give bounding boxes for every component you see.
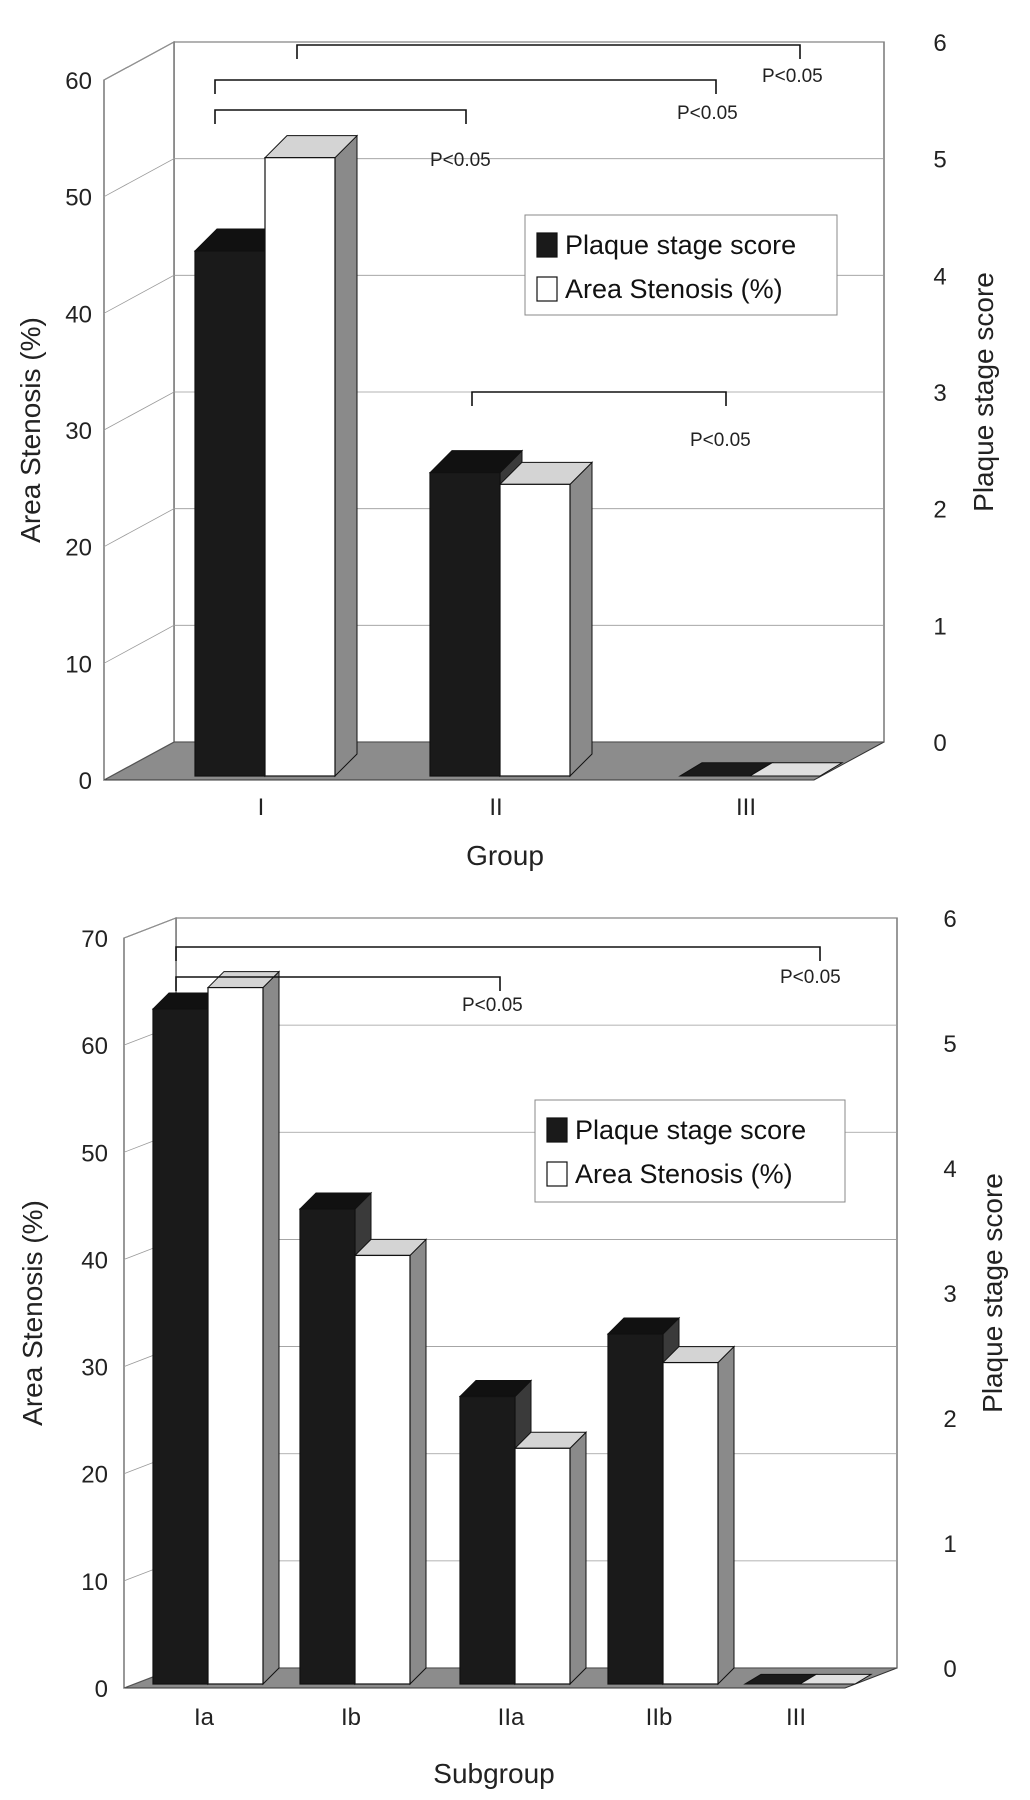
chart-2-legend-label: Plaque stage score	[575, 1115, 806, 1145]
chart-1-x-tick-label: I	[258, 794, 265, 821]
chart-2-y-tick-label: 40	[81, 1247, 108, 1274]
chart-2-x-tick-label: IIa	[498, 1704, 525, 1731]
chart-1-y2-tick-label: 5	[933, 147, 946, 174]
chart-2-y2-tick-label: 2	[943, 1406, 956, 1433]
chart-1-legend-label: Area Stenosis (%)	[565, 274, 783, 304]
chart-2-significance-bracket	[175, 976, 501, 991]
chart-1-y2-tick-label: 4	[933, 263, 946, 290]
chart-1-significance-bracket	[214, 79, 717, 94]
chart-2-legend-swatch	[546, 1117, 568, 1143]
chart-1-y-tick-label: 40	[65, 301, 92, 328]
chart-2-bar-area-stenosis-side	[569, 1431, 587, 1686]
chart-1-bar-area-stenosis	[263, 134, 359, 778]
chart-2-x-tick-label: IIb	[646, 1704, 673, 1731]
chart-1-legend-label: Plaque stage score	[565, 230, 796, 260]
chart-1-bar-plaque-stage-score-front	[429, 472, 501, 777]
chart-1-p-value-label: P<0.05	[430, 150, 491, 171]
chart-1-p-value-label: P<0.05	[677, 103, 738, 124]
chart-2-bar-plaque-stage-score-front	[152, 1008, 209, 1685]
chart-1-y-tick-label: 20	[65, 535, 92, 562]
chart-2-p-value-label: P<0.05	[462, 995, 523, 1016]
chart-2-bar-area-stenosis-front	[514, 1447, 571, 1685]
chart-2-x-tick-label: Ia	[194, 1704, 215, 1731]
chart-1-y2-tick-label: 0	[933, 730, 946, 757]
chart-1-y-tick-label: 30	[65, 418, 92, 445]
chart-1-gridline	[103, 41, 884, 81]
chart-2-bar-area-stenosis	[353, 1238, 428, 1686]
chart-2-y-tick-label: 70	[81, 926, 108, 953]
chart-2-x-axis-title: Subgroup	[433, 1758, 554, 1789]
chart-1-y-axis-title: Area Stenosis (%)	[15, 317, 46, 543]
chart-1-bar-area-stenosis-front	[264, 157, 336, 777]
chart-2-y-tick-label: 10	[81, 1569, 108, 1596]
chart-2-y-tick-label: 20	[81, 1462, 108, 1489]
chart-1-bar-plaque-stage-score-front	[194, 250, 266, 777]
chart-2-y-tick-label: 50	[81, 1140, 108, 1167]
chart-1-bar-area-stenosis-side	[334, 134, 358, 778]
chart-1-y2-tick-label: 6	[933, 30, 946, 57]
chart-1-x-tick-label: II	[489, 794, 502, 821]
chart-1-legend-swatch	[536, 276, 558, 302]
chart-1-bar-area-stenosis-side	[569, 461, 593, 778]
chart-2-y-tick-label: 30	[81, 1355, 108, 1382]
chart-1-gridline	[103, 508, 884, 548]
chart-2-y2-axis-title: Plaque stage score	[977, 1173, 1008, 1413]
chart-2-significance-bracket	[175, 946, 821, 961]
chart-2-bar-area-stenosis-side	[262, 970, 280, 1686]
chart-1-y2-tick-label: 3	[933, 380, 946, 407]
chart-1-bar-area-stenosis	[498, 461, 594, 778]
chart-1-y-tick-label: 60	[65, 68, 92, 95]
chart-1-gridline	[103, 158, 884, 198]
chart-1-bar-area-stenosis	[748, 762, 844, 777]
chart-2-x-tick-label: Ib	[341, 1704, 361, 1731]
chart-2-bar-area-stenosis-front	[662, 1361, 719, 1685]
chart-2-y2-tick-label: 5	[943, 1031, 956, 1058]
chart-1-gridline	[103, 624, 884, 664]
chart-1-x-axis-title: Group	[466, 840, 544, 871]
chart-2-y-axis-title: Area Stenosis (%)	[17, 1200, 48, 1426]
chart-1-legend-swatch	[536, 232, 558, 258]
chart-1-y-tick-label: 50	[65, 185, 92, 212]
chart-2-y2-tick-label: 3	[943, 1281, 956, 1308]
chart-2-bar-area-stenosis-front	[207, 986, 264, 1685]
chart-1-legend-box	[524, 214, 838, 316]
chart-2-y-tick-label: 0	[95, 1676, 108, 1703]
chart-2-bar-area-stenosis-side	[409, 1238, 427, 1686]
chart-2-bar-area-stenosis	[513, 1431, 588, 1686]
chart-1-y-tick-label: 0	[79, 768, 92, 795]
chart-1-y-tick-label: 10	[65, 651, 92, 678]
chart-1-bar-area-stenosis-top	[748, 762, 844, 777]
chart-2-y2-tick-label: 4	[943, 1156, 956, 1183]
chart-2-bar-area-stenosis	[661, 1345, 736, 1686]
chart-2-bar-area-stenosis-top	[798, 1673, 873, 1685]
chart-2-legend-box	[534, 1099, 846, 1203]
chart-1-y2-axis-title: Plaque stage score	[968, 272, 999, 512]
chart-2-gridline	[123, 917, 897, 939]
chart-1-y2-tick-label: 2	[933, 497, 946, 524]
chart-2-bar-area-stenosis	[798, 1673, 873, 1685]
chart-2-bar-plaque-stage-score-front	[299, 1208, 356, 1685]
chart-2-x-tick-label: III	[786, 1704, 806, 1731]
chart-1-p-value-label: P<0.05	[690, 430, 751, 451]
chart-2-y2-tick-label: 6	[943, 906, 956, 933]
chart-2-bar-plaque-stage-score-front	[607, 1333, 664, 1685]
chart-1-x-tick-label: III	[736, 794, 756, 821]
chart-2-bar-area-stenosis-front	[354, 1254, 411, 1685]
chart-2-bar-area-stenosis	[206, 970, 281, 1686]
chart-1-significance-bracket	[471, 391, 727, 406]
chart-1-y2-tick-label: 1	[933, 613, 946, 640]
chart-2-p-value-label: P<0.05	[780, 967, 841, 988]
chart-2-legend-swatch	[546, 1161, 568, 1187]
chart-1-bar-area-stenosis-front	[499, 483, 571, 777]
chart-1-significance-bracket	[214, 109, 467, 124]
chart-2-legend-label: Area Stenosis (%)	[575, 1159, 793, 1189]
chart-1-p-value-label: P<0.05	[762, 66, 823, 87]
chart-2-y2-tick-label: 0	[943, 1656, 956, 1683]
chart-2-y-tick-label: 60	[81, 1033, 108, 1060]
chart-2-y2-tick-label: 1	[943, 1531, 956, 1558]
chart-2-bar-area-stenosis-side	[717, 1345, 735, 1686]
chart-2-bar-plaque-stage-score-front	[459, 1395, 516, 1685]
chart-1-significance-bracket	[296, 44, 801, 59]
